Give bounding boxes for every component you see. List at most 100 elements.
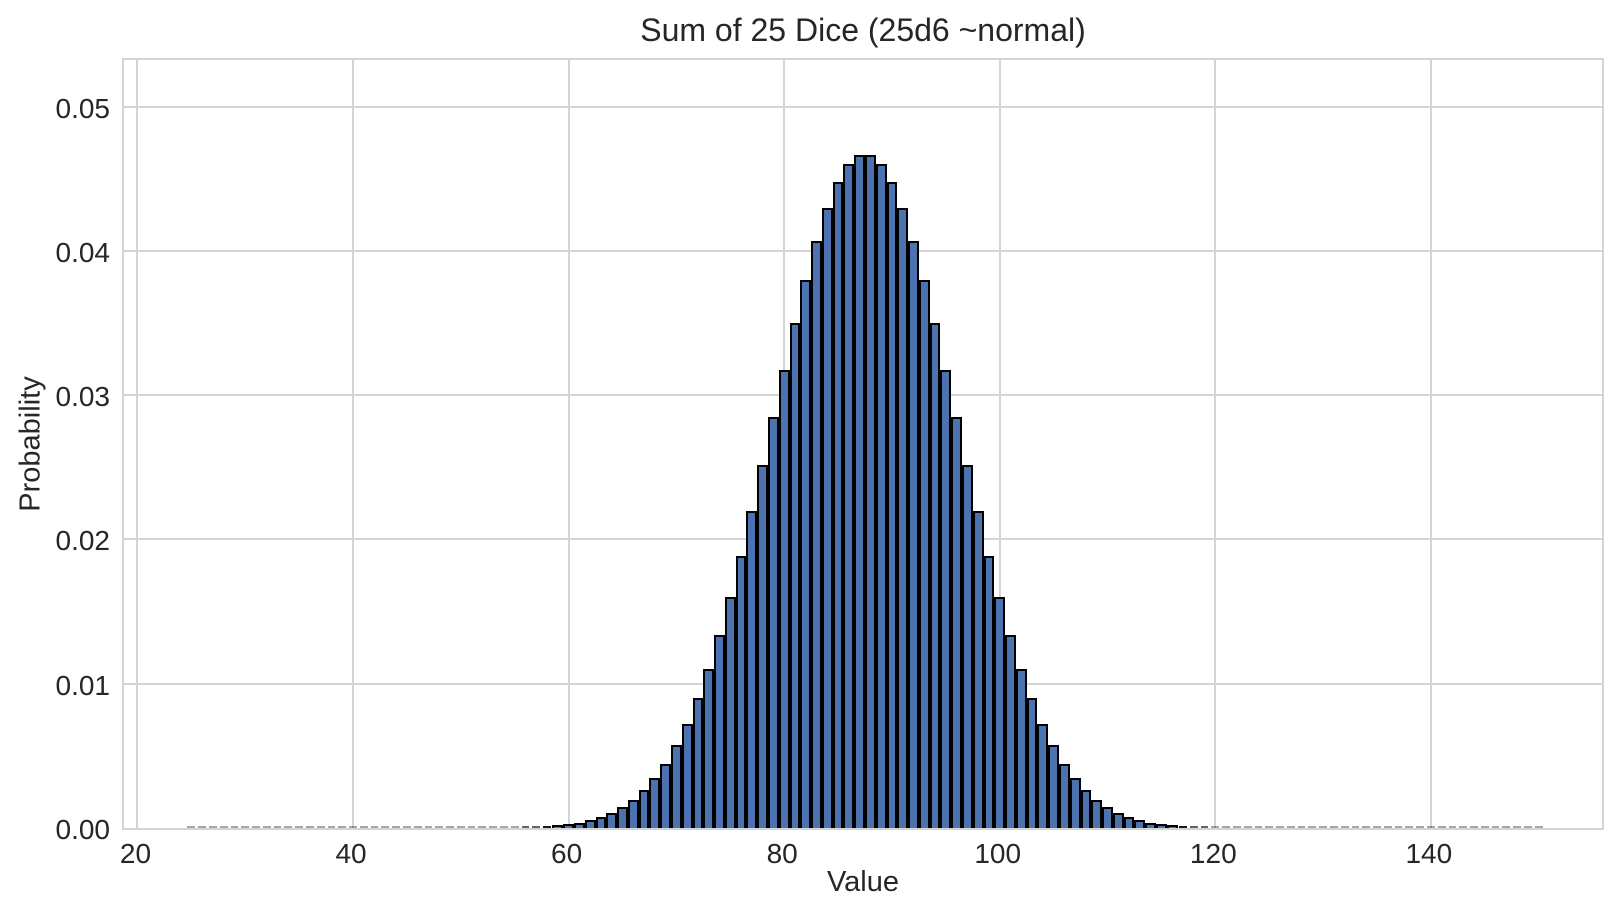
histogram-bar-tail xyxy=(273,826,282,828)
histogram-bar xyxy=(1015,668,1027,828)
histogram-bar xyxy=(1156,824,1167,828)
histogram-bar xyxy=(962,464,973,828)
y-tick-label: 0.04 xyxy=(55,236,111,268)
histogram-bar xyxy=(1005,634,1016,828)
histogram-bar xyxy=(811,241,822,828)
histogram-bar xyxy=(552,825,564,828)
histogram-bar xyxy=(886,182,898,828)
x-tick-label: 120 xyxy=(1189,838,1237,869)
histogram-bar-tail xyxy=(209,826,217,828)
gridline-vertical xyxy=(1429,60,1432,828)
histogram-bar-tail xyxy=(1523,826,1532,828)
histogram-bar xyxy=(767,417,779,828)
histogram-bar-tail xyxy=(446,826,454,828)
histogram-bar xyxy=(606,812,618,828)
histogram-bar xyxy=(1069,778,1081,828)
histogram-bar-tail xyxy=(252,826,260,828)
gridline-vertical xyxy=(136,60,139,828)
x-tick-label: 80 xyxy=(766,838,798,869)
plot-area xyxy=(122,58,1604,830)
histogram-bar-tail xyxy=(219,826,228,828)
histogram-bar-tail xyxy=(521,826,530,828)
histogram-bar xyxy=(972,511,984,828)
histogram-bar-tail xyxy=(543,826,551,828)
histogram-bar xyxy=(617,807,628,828)
histogram-bar-tail xyxy=(1470,826,1478,828)
histogram-bar xyxy=(757,464,768,828)
histogram-bar xyxy=(714,634,725,828)
histogram-bar xyxy=(660,763,671,828)
histogram-bar xyxy=(994,597,1006,828)
histogram-bar-tail xyxy=(1416,826,1424,828)
histogram-bar-tail xyxy=(370,826,379,828)
histogram-bar xyxy=(703,668,715,828)
histogram-bar-tail xyxy=(532,826,541,828)
histogram-bar-tail xyxy=(1405,826,1414,828)
histogram-bar-tail xyxy=(403,826,411,828)
histogram-bar-tail xyxy=(1480,826,1489,828)
histogram-bar xyxy=(649,778,661,828)
histogram-bar xyxy=(854,155,865,828)
histogram-bar-tail xyxy=(198,826,207,828)
histogram-bar-tail xyxy=(1243,826,1252,828)
histogram-bar xyxy=(724,597,736,828)
histogram-bar xyxy=(1112,812,1124,828)
histogram-bar xyxy=(1059,763,1070,828)
histogram-bar xyxy=(1026,698,1038,828)
histogram-bar-tail xyxy=(295,826,304,828)
histogram-bar-tail xyxy=(1394,826,1403,828)
histogram-bar-tail xyxy=(467,826,476,828)
histogram-bar xyxy=(1123,817,1135,828)
gridline-vertical xyxy=(352,60,355,828)
x-tick-label: 140 xyxy=(1405,838,1453,869)
histogram-bar xyxy=(595,817,607,828)
histogram-bar-tail xyxy=(1232,826,1241,828)
gridline-vertical xyxy=(567,60,570,828)
histogram-bar-tail xyxy=(1222,826,1230,828)
histogram-bar-tail xyxy=(327,826,336,828)
histogram-bar xyxy=(918,280,930,828)
histogram-bar-tail xyxy=(359,826,368,828)
histogram-bar-tail xyxy=(1308,826,1317,828)
histogram-bar-tail xyxy=(187,826,196,828)
gridline-vertical xyxy=(998,60,1001,828)
y-tick-label: 0.01 xyxy=(55,669,111,701)
histogram-bar xyxy=(843,164,855,828)
histogram-bar-tail xyxy=(1362,826,1371,828)
histogram-bar xyxy=(778,369,790,828)
gridline-vertical xyxy=(1214,60,1217,828)
histogram-bar xyxy=(951,417,962,828)
histogram-bar-tail xyxy=(1319,826,1327,828)
histogram-bar-tail xyxy=(1491,826,1500,828)
histogram-bar xyxy=(692,698,704,828)
histogram-bar xyxy=(875,164,887,828)
histogram-bar-tail xyxy=(349,826,357,828)
histogram-bar xyxy=(908,241,919,828)
histogram-bar-tail xyxy=(230,826,239,828)
histogram-bar-tail xyxy=(1254,826,1263,828)
x-axis-label: Value xyxy=(826,866,900,898)
histogram-bar-tail xyxy=(1340,826,1349,828)
histogram-bar-tail xyxy=(424,826,433,828)
histogram-bar xyxy=(897,208,909,828)
histogram-bar-tail xyxy=(1502,826,1511,828)
y-tick-label: 0.00 xyxy=(55,814,111,845)
histogram-bar xyxy=(983,555,995,828)
x-tick-label: 20 xyxy=(119,838,152,869)
histogram-bar-tail xyxy=(1179,826,1187,828)
histogram-bar xyxy=(681,723,693,828)
y-tick-label: 0.02 xyxy=(55,525,111,557)
histogram-bar-tail xyxy=(1189,826,1198,828)
histogram-bar-tail xyxy=(1286,826,1295,828)
chart-title: Sum of 25 Dice (25d6 ~normal) xyxy=(640,12,1086,48)
histogram-bar-tail xyxy=(1448,826,1457,828)
histogram-bar xyxy=(940,369,952,828)
histogram-bar-tail xyxy=(1211,826,1220,828)
x-tick-label: 60 xyxy=(551,838,583,869)
gridline-horizontal xyxy=(124,105,1602,108)
histogram-bar-tail xyxy=(1276,826,1284,828)
histogram-bar xyxy=(821,208,833,828)
histogram-bar xyxy=(563,824,574,828)
histogram-bar-tail xyxy=(1383,826,1392,828)
